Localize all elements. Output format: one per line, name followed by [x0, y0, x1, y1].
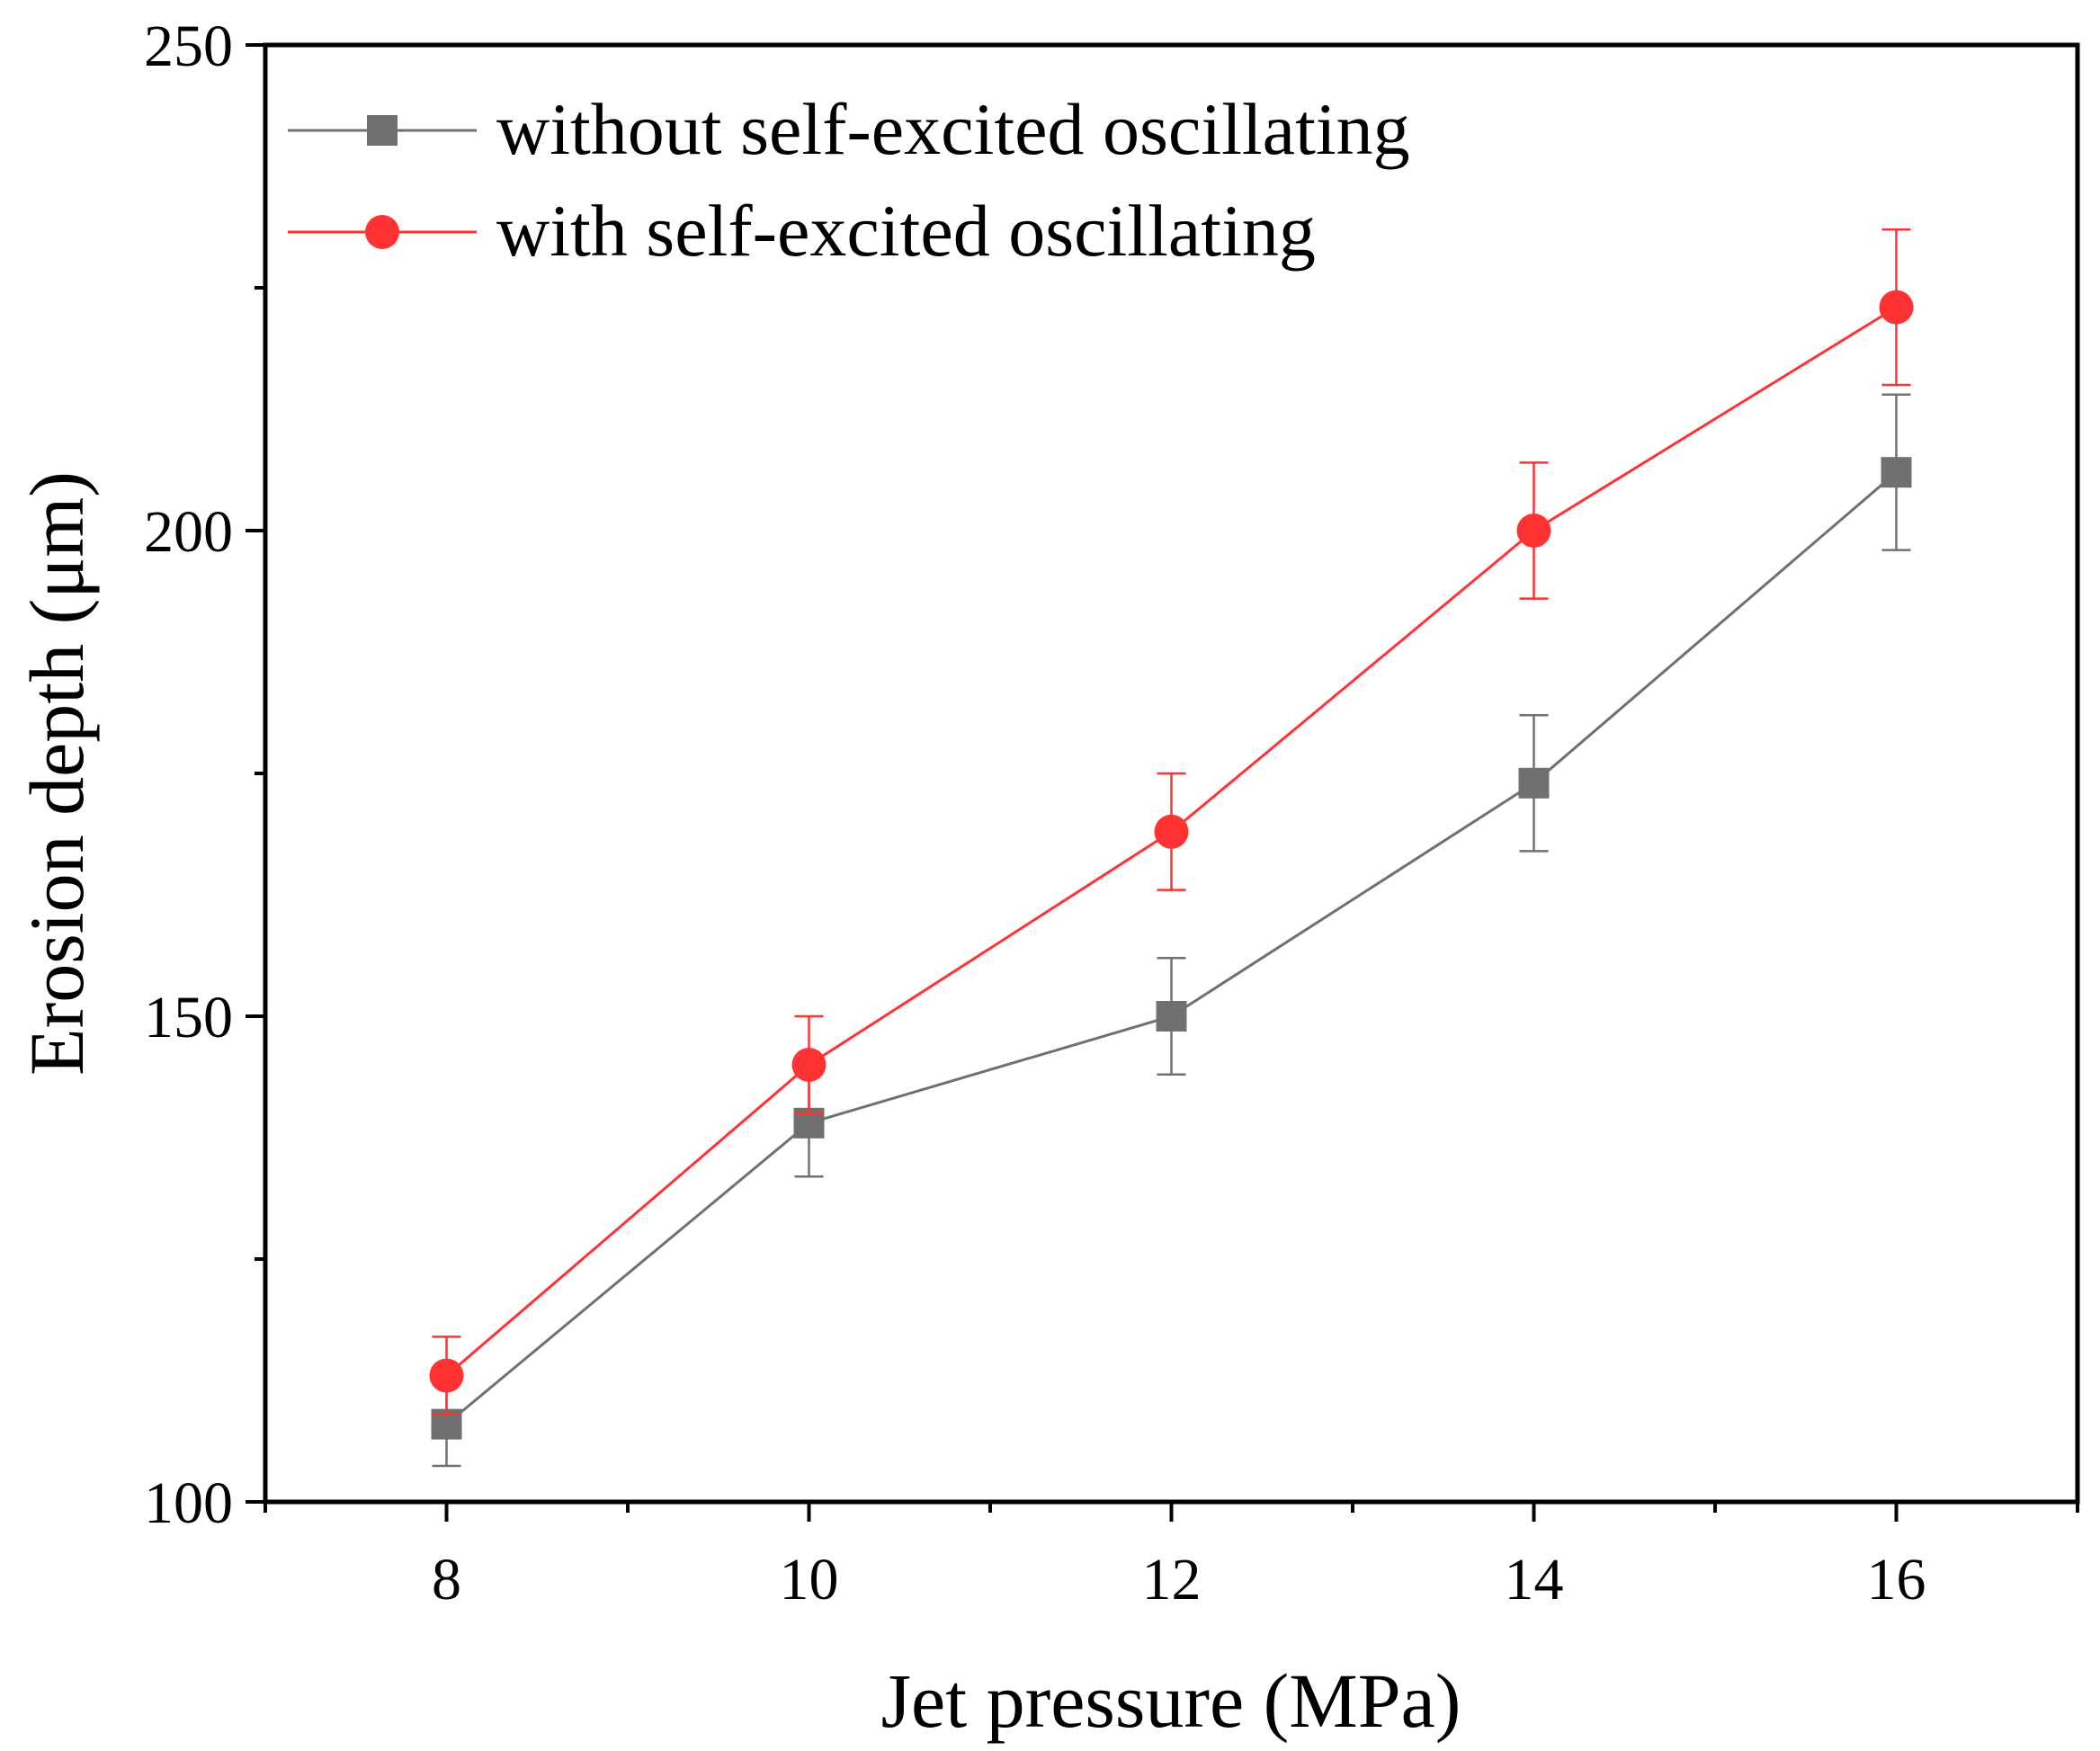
legend-marker-square: [367, 115, 398, 146]
x-tick-label: 14: [1505, 1547, 1564, 1613]
axis-ticks: 8 10 12 14 16 100 150 200 250: [144, 13, 2079, 1613]
legend-marker-circle: [365, 215, 399, 249]
data-point-circle: [429, 1358, 464, 1393]
series-1: [431, 393, 1912, 1468]
data-point-square: [1881, 457, 1912, 488]
y-tick-label: 200: [144, 499, 233, 565]
x-axis-title: Jet pressure (MPa): [881, 1657, 1461, 1744]
data-point-circle: [791, 1048, 827, 1082]
x-tick-label: 10: [780, 1547, 839, 1613]
series-2: [429, 228, 1914, 1416]
legend-label: with self-excited oscillating: [496, 190, 1316, 272]
plot-series: [429, 228, 1914, 1468]
x-tick-label: 16: [1867, 1547, 1926, 1613]
y-tick-label: 250: [144, 13, 233, 79]
legend-label: without self-excited oscillating: [496, 88, 1410, 170]
data-point-square: [1156, 1001, 1187, 1032]
x-tick-label: 8: [432, 1547, 461, 1613]
y-tick-label: 100: [144, 1470, 233, 1536]
data-point-circle: [1154, 814, 1189, 849]
x-tick-label: 12: [1142, 1547, 1202, 1613]
y-tick-label: 150: [144, 985, 233, 1050]
data-point-circle: [1516, 514, 1551, 548]
data-point-square: [1518, 767, 1550, 799]
legend: without self-excited oscillating with sel…: [288, 88, 1410, 272]
data-point-circle: [1879, 290, 1914, 325]
series-line: [445, 471, 1898, 1425]
y-axis-title: Erosion depth (μm): [13, 471, 100, 1076]
